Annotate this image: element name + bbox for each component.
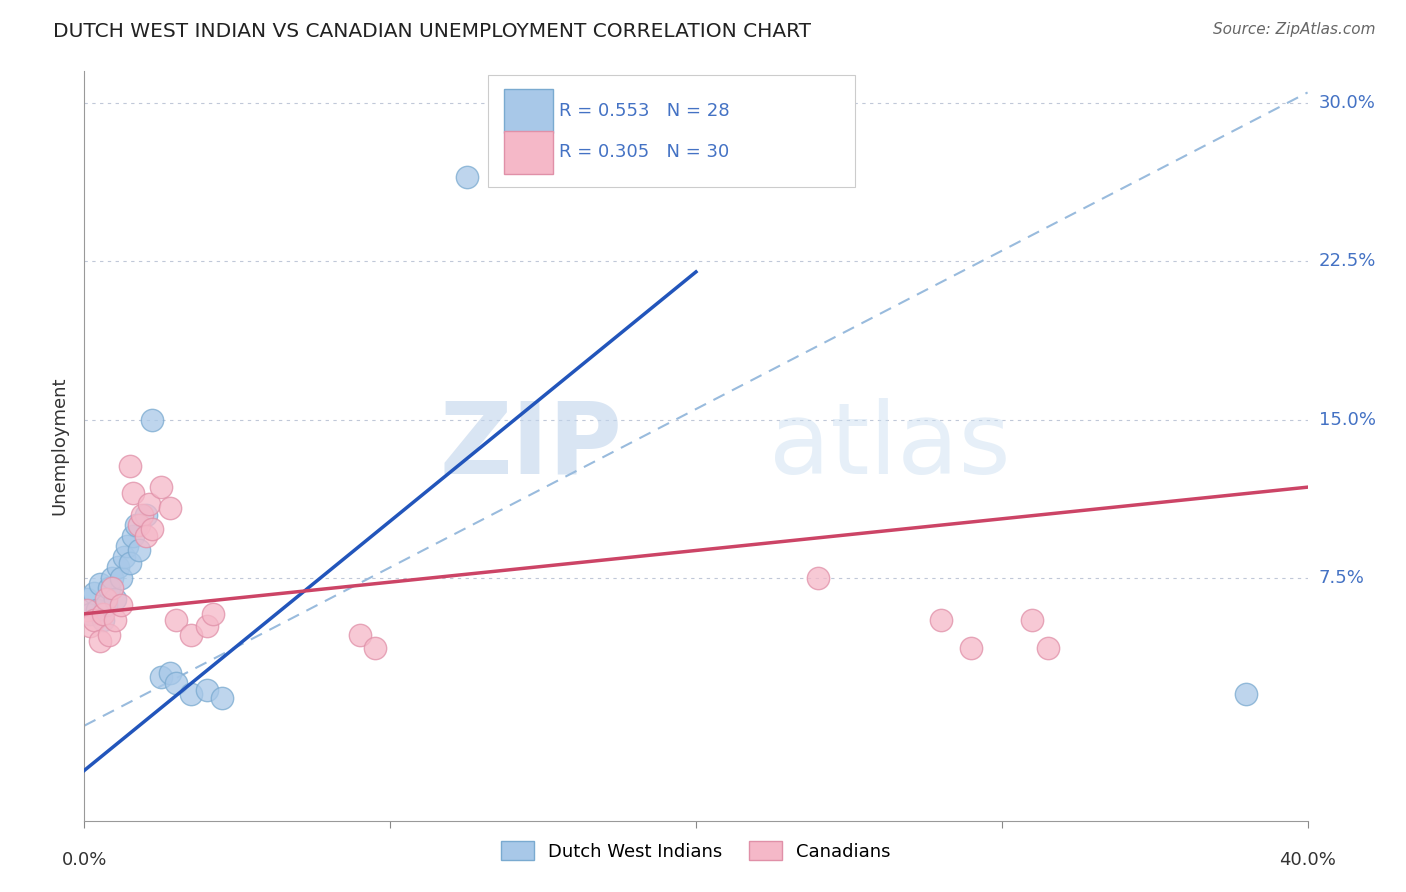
Text: 30.0%: 30.0% — [1319, 94, 1375, 112]
Point — [97, 582, 120, 596]
Text: 0.0%: 0.0% — [62, 851, 107, 869]
Point — [89, 577, 111, 591]
FancyBboxPatch shape — [503, 130, 553, 174]
Point — [165, 676, 187, 690]
Point — [1236, 687, 1258, 701]
Text: 22.5%: 22.5% — [1319, 252, 1376, 270]
Point — [929, 613, 952, 627]
Point — [195, 619, 218, 633]
Point — [128, 518, 150, 533]
Point — [138, 497, 160, 511]
Point — [79, 607, 101, 621]
Y-axis label: Unemployment: Unemployment — [51, 376, 69, 516]
Point — [89, 634, 111, 648]
Point — [79, 619, 101, 633]
Point — [107, 560, 129, 574]
Point — [456, 169, 478, 184]
Point — [1021, 613, 1043, 627]
Point — [1036, 640, 1059, 655]
Text: R = 0.553   N = 28: R = 0.553 N = 28 — [560, 102, 730, 120]
Text: 7.5%: 7.5% — [1319, 569, 1365, 587]
Point — [94, 592, 117, 607]
Point — [83, 585, 105, 599]
Point — [104, 592, 127, 607]
Point — [125, 518, 148, 533]
Point — [149, 670, 172, 684]
Point — [120, 458, 142, 473]
Point — [101, 582, 124, 596]
Legend: Dutch West Indians, Canadians: Dutch West Indians, Canadians — [494, 834, 898, 868]
Point — [122, 486, 145, 500]
Point — [180, 628, 202, 642]
Point — [120, 556, 142, 570]
Point — [201, 607, 224, 621]
Point — [76, 602, 98, 616]
Point — [112, 549, 135, 564]
Point — [76, 592, 98, 607]
Point — [135, 529, 157, 543]
Point — [122, 529, 145, 543]
Point — [110, 571, 132, 585]
Point — [159, 665, 181, 680]
FancyBboxPatch shape — [503, 89, 553, 133]
Point — [128, 543, 150, 558]
Point — [211, 691, 233, 706]
Point — [83, 613, 105, 627]
Text: Source: ZipAtlas.com: Source: ZipAtlas.com — [1212, 22, 1375, 37]
Point — [149, 480, 172, 494]
Text: 40.0%: 40.0% — [1279, 851, 1336, 869]
Point — [180, 687, 202, 701]
Point — [195, 682, 218, 697]
Point — [135, 508, 157, 522]
Point — [364, 640, 387, 655]
Point — [94, 599, 117, 613]
Point — [141, 412, 163, 426]
Text: 15.0%: 15.0% — [1319, 410, 1375, 429]
Point — [86, 602, 108, 616]
Point — [131, 508, 153, 522]
Point — [349, 628, 371, 642]
Point — [101, 571, 124, 585]
Text: DUTCH WEST INDIAN VS CANADIAN UNEMPLOYMENT CORRELATION CHART: DUTCH WEST INDIAN VS CANADIAN UNEMPLOYME… — [53, 22, 811, 41]
Point — [91, 607, 114, 621]
Text: atlas: atlas — [769, 398, 1011, 494]
FancyBboxPatch shape — [488, 75, 855, 187]
Point — [141, 522, 163, 536]
Point — [807, 571, 830, 585]
Text: R = 0.305   N = 30: R = 0.305 N = 30 — [560, 144, 730, 161]
Point — [165, 613, 187, 627]
Text: ZIP: ZIP — [440, 398, 623, 494]
Point — [159, 501, 181, 516]
Point — [91, 613, 114, 627]
Point — [97, 628, 120, 642]
Point — [115, 539, 138, 553]
Point — [960, 640, 983, 655]
Point — [110, 599, 132, 613]
Point — [104, 613, 127, 627]
